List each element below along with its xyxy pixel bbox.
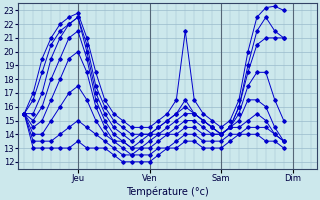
- X-axis label: Température (°c): Température (°c): [126, 186, 209, 197]
